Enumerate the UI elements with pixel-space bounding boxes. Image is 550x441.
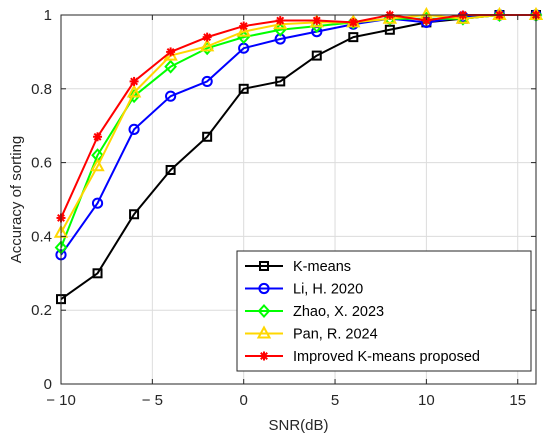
data-point — [129, 76, 139, 86]
legend: K-means Li, H. 2020 Zhao, X. 2023 Pan, R. 2… — [236, 250, 532, 372]
series-improved-k-means-proposed — [56, 10, 541, 223]
y-tick-label: 0.6 — [31, 155, 52, 172]
y-tick-label: 0.8 — [31, 81, 52, 98]
y-axis-label: Accuracy of sorting — [8, 136, 25, 264]
data-point — [199, 38, 215, 52]
legend-label: Zhao, X. 2023 — [293, 304, 384, 320]
data-point — [202, 131, 213, 142]
x-tick-label: 10 — [418, 392, 435, 409]
series-pan-r-2024 — [53, 6, 544, 238]
legend-label: Li, H. 2020 — [293, 282, 363, 298]
data-point — [165, 164, 176, 175]
data-point — [129, 209, 140, 220]
data-point — [93, 132, 103, 142]
legend-item: Li, H. 2020 — [245, 282, 363, 298]
data-point — [90, 158, 105, 172]
x-axis-label: SNR(dB) — [268, 417, 328, 434]
data-point — [348, 17, 358, 27]
legend-label: Pan, R. 2024 — [293, 327, 378, 343]
data-point — [165, 90, 177, 102]
data-point — [239, 21, 249, 31]
y-tick-label: 0.2 — [31, 302, 52, 319]
data-point — [256, 325, 272, 339]
data-point — [126, 84, 142, 98]
x-tick-label: 5 — [331, 392, 339, 409]
x-tick-label: − 10 — [46, 392, 76, 409]
legend-item: Pan, R. 2024 — [245, 325, 378, 343]
data-point — [128, 123, 140, 135]
series-zhao-x-2023 — [54, 8, 543, 255]
legend-item: K-means — [245, 259, 351, 275]
data-point — [348, 32, 359, 43]
axis-ticks: − 10 − 5 0 5 10 15 0 0.2 0.4 0.6 0.8 1 — [31, 7, 536, 409]
data-point — [91, 197, 104, 209]
x-tick-label: 0 — [240, 392, 248, 409]
data-point — [259, 351, 269, 361]
data-point — [275, 76, 286, 87]
legend-item: Improved K-means proposed — [245, 349, 480, 365]
data-point — [275, 16, 285, 26]
x-tick-label: 15 — [509, 392, 526, 409]
data-point — [312, 16, 322, 26]
data-point — [259, 261, 269, 271]
legend-box — [236, 250, 532, 372]
y-tick-label: 0 — [44, 376, 52, 393]
series-line — [60, 14, 536, 219]
legend-item: Zhao, X. 2023 — [245, 304, 384, 320]
series-line — [60, 14, 536, 234]
legend-label: Improved K-means proposed — [293, 349, 480, 365]
data-point — [257, 304, 271, 318]
legend-label: K-means — [293, 259, 351, 275]
data-point — [166, 47, 176, 57]
data-point — [258, 282, 270, 295]
data-point — [238, 83, 249, 94]
data-point — [202, 32, 212, 42]
data-point — [201, 75, 213, 88]
x-tick-label: − 5 — [142, 392, 163, 409]
data-point — [384, 24, 395, 35]
data-point — [164, 59, 177, 74]
y-tick-label: 1 — [44, 7, 52, 24]
data-point — [236, 23, 251, 37]
plot-frame — [60, 14, 537, 385]
data-point — [311, 50, 322, 61]
data-point — [92, 268, 103, 279]
y-tick-label: 0.4 — [31, 228, 52, 245]
